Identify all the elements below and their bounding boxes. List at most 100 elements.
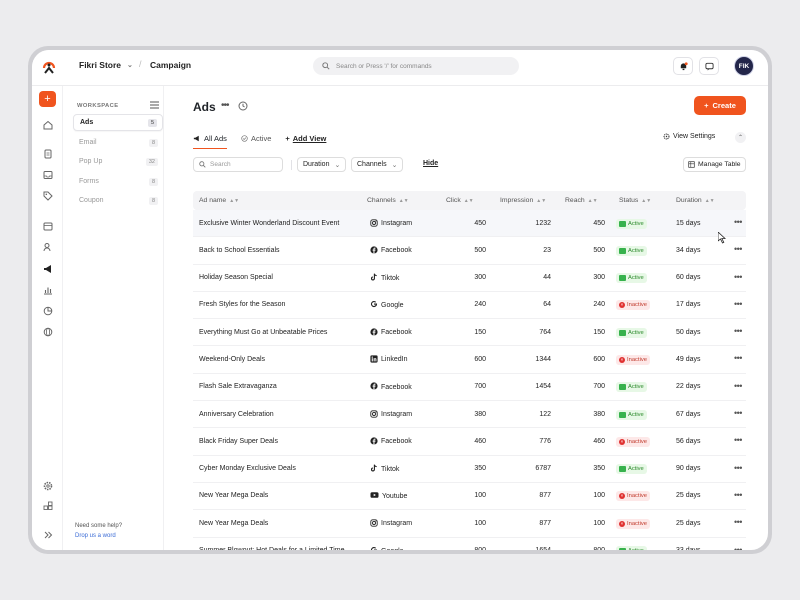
column-header-ad-name[interactable]: Ad name ▲▼ (199, 197, 239, 204)
calendar-icon[interactable] (42, 220, 54, 232)
channel-name: Instagram (381, 411, 413, 419)
add-view-button[interactable]: + Add View (285, 130, 326, 146)
users-icon[interactable] (42, 241, 54, 253)
click-cell: 100 (474, 492, 486, 500)
table-row[interactable]: Flash Sale Extravaganza Facebook 700 1454 70… (193, 374, 746, 402)
impression-cell: 1232 (535, 219, 551, 227)
table-row[interactable]: New Year Mega Deals Youtube 100 877 100 × Inac… (193, 483, 746, 511)
workspace-label: WORKSPACE (77, 103, 119, 109)
impression-cell: 877 (539, 519, 551, 527)
row-more-icon[interactable]: ••• (734, 517, 742, 528)
table-row[interactable]: Black Friday Super Deals Facebook 460 776 46… (193, 428, 746, 456)
manage-table-button[interactable]: Manage Table (683, 157, 746, 172)
create-button[interactable]: + Create (694, 96, 746, 115)
table-body: Exclusive Winter Wonderland Discount Eve… (193, 210, 746, 550)
workspace-item-email[interactable]: Email 8 (73, 134, 163, 151)
table-row[interactable]: Cyber Monday Exclusive Deals Tiktok 350 678… (193, 456, 746, 483)
row-more-icon[interactable]: ••• (734, 217, 742, 227)
tag-icon[interactable] (42, 190, 54, 202)
search-icon (199, 161, 206, 168)
row-more-icon[interactable]: ••• (734, 544, 742, 550)
column-header-impression[interactable]: Impression ▲▼ (500, 197, 546, 204)
avatar[interactable]: FIK (734, 56, 754, 76)
table-row[interactable]: Holiday Season Special Tiktok 300 44 300 Acti… (193, 265, 746, 292)
close-circle-icon: × (619, 302, 625, 309)
workspace-item-count: 8 (148, 177, 158, 186)
table-row[interactable]: Anniversary Celebration Instagram 380 122 38… (193, 401, 746, 429)
column-header-status[interactable]: Status ▲▼ (619, 197, 651, 204)
channels-filter[interactable]: Channels ⌄ (351, 157, 404, 172)
view-settings-button[interactable]: View Settings (663, 133, 715, 140)
row-more-icon[interactable]: ••• (734, 326, 742, 337)
instagram-icon (370, 218, 378, 229)
workspace-item-forms[interactable]: Forms 8 (73, 173, 163, 190)
workspace-item-coupon[interactable]: Coupon 8 (73, 192, 163, 209)
hide-button[interactable]: Hide (423, 160, 439, 167)
column-header-duration[interactable]: Duration ▲▼ (676, 197, 715, 204)
status-badge: Active (616, 327, 647, 338)
integrations-icon[interactable] (42, 500, 54, 512)
status-label: Inactive (627, 520, 647, 527)
impression-cell: 1344 (535, 355, 551, 363)
row-more-icon[interactable]: ••• (734, 380, 742, 391)
workspace-item-popup[interactable]: Pop Up 32 (73, 153, 163, 170)
megaphone-icon[interactable] (42, 263, 54, 275)
tab-all-ads[interactable]: All Ads (193, 130, 227, 149)
reach-cell: 100 (593, 519, 605, 527)
chart-icon[interactable] (42, 284, 54, 296)
workspace-item-ads[interactable]: Ads 5 (73, 114, 163, 131)
table-row[interactable]: Everything Must Go at Unbeatable Prices F… (193, 319, 746, 347)
row-more-icon[interactable]: ••• (734, 298, 742, 309)
column-header-click[interactable]: Click ▲▼ (446, 197, 474, 204)
column-header-channels[interactable]: Channels ▲▼ (367, 197, 409, 204)
breadcrumb[interactable]: Campaign (150, 60, 192, 70)
add-button[interactable]: + (39, 91, 56, 107)
row-more-icon[interactable]: ••• (734, 271, 742, 282)
globe-icon[interactable] (42, 326, 54, 338)
row-more-icon[interactable]: ••• (734, 408, 742, 419)
row-more-icon[interactable]: ••• (734, 244, 742, 255)
inbox-icon[interactable] (42, 169, 54, 181)
impression-cell: 877 (539, 492, 551, 500)
table-row[interactable]: Weekend-Only Deals LinkedIn 600 1344 600 × Ina… (193, 346, 746, 374)
store-name: Fikri Store (79, 60, 122, 70)
help-link[interactable]: Drop us a word (75, 533, 116, 539)
table-row[interactable]: Summer Blowout: Hot Deals for a Limited … (193, 538, 746, 550)
row-more-icon[interactable]: ••• (734, 489, 742, 500)
table-row[interactable]: Back to School Essentials Facebook 500 23 50… (193, 237, 746, 265)
settings-icon[interactable] (42, 480, 54, 492)
tab-active[interactable]: Active (241, 130, 271, 146)
column-header-reach[interactable]: Reach ▲▼ (565, 197, 598, 204)
row-more-icon[interactable]: ••• (734, 353, 742, 364)
table-row[interactable]: Exclusive Winter Wonderland Discount Eve… (193, 210, 746, 238)
row-more-icon[interactable]: ••• (734, 462, 742, 473)
store-switcher[interactable]: Fikri Store ⌄ (79, 60, 133, 70)
pie-chart-icon[interactable] (42, 305, 54, 317)
table-row[interactable]: Fresh Styles for the Season Google 240 64 24… (193, 292, 746, 320)
impression-cell: 776 (539, 437, 551, 445)
table-search-input[interactable]: Search (193, 157, 283, 172)
command-search[interactable]: Search or Press '/' for commands (313, 57, 519, 75)
messages-button[interactable] (699, 57, 719, 75)
megaphone-icon (619, 411, 626, 418)
channel-cell: Instagram (370, 218, 412, 229)
table-row[interactable]: New Year Mega Deals Instagram 100 877 100 × In… (193, 510, 746, 538)
page-title: Ads (193, 100, 216, 114)
facebook-icon (370, 382, 378, 392)
app-logo (42, 61, 56, 74)
expand-sidebar-icon[interactable] (42, 529, 54, 541)
duration-filter[interactable]: Duration ⌄ (297, 157, 347, 172)
notification-button[interactable] (673, 57, 693, 75)
menu-icon[interactable] (150, 101, 159, 109)
page-more-icon[interactable]: ••• (221, 100, 229, 111)
column-header-label: Reach (565, 197, 585, 204)
history-icon[interactable] (238, 101, 248, 111)
duration-cell: 90 days (676, 465, 701, 473)
row-more-icon[interactable]: ••• (734, 435, 742, 446)
megaphone-icon (619, 329, 626, 336)
ad-name-cell: Cyber Monday Exclusive Deals (199, 465, 296, 473)
collapse-button[interactable]: ⌃ (735, 132, 746, 143)
document-icon[interactable] (42, 148, 54, 160)
duration-cell: 60 days (676, 274, 701, 282)
home-icon[interactable] (42, 119, 54, 131)
